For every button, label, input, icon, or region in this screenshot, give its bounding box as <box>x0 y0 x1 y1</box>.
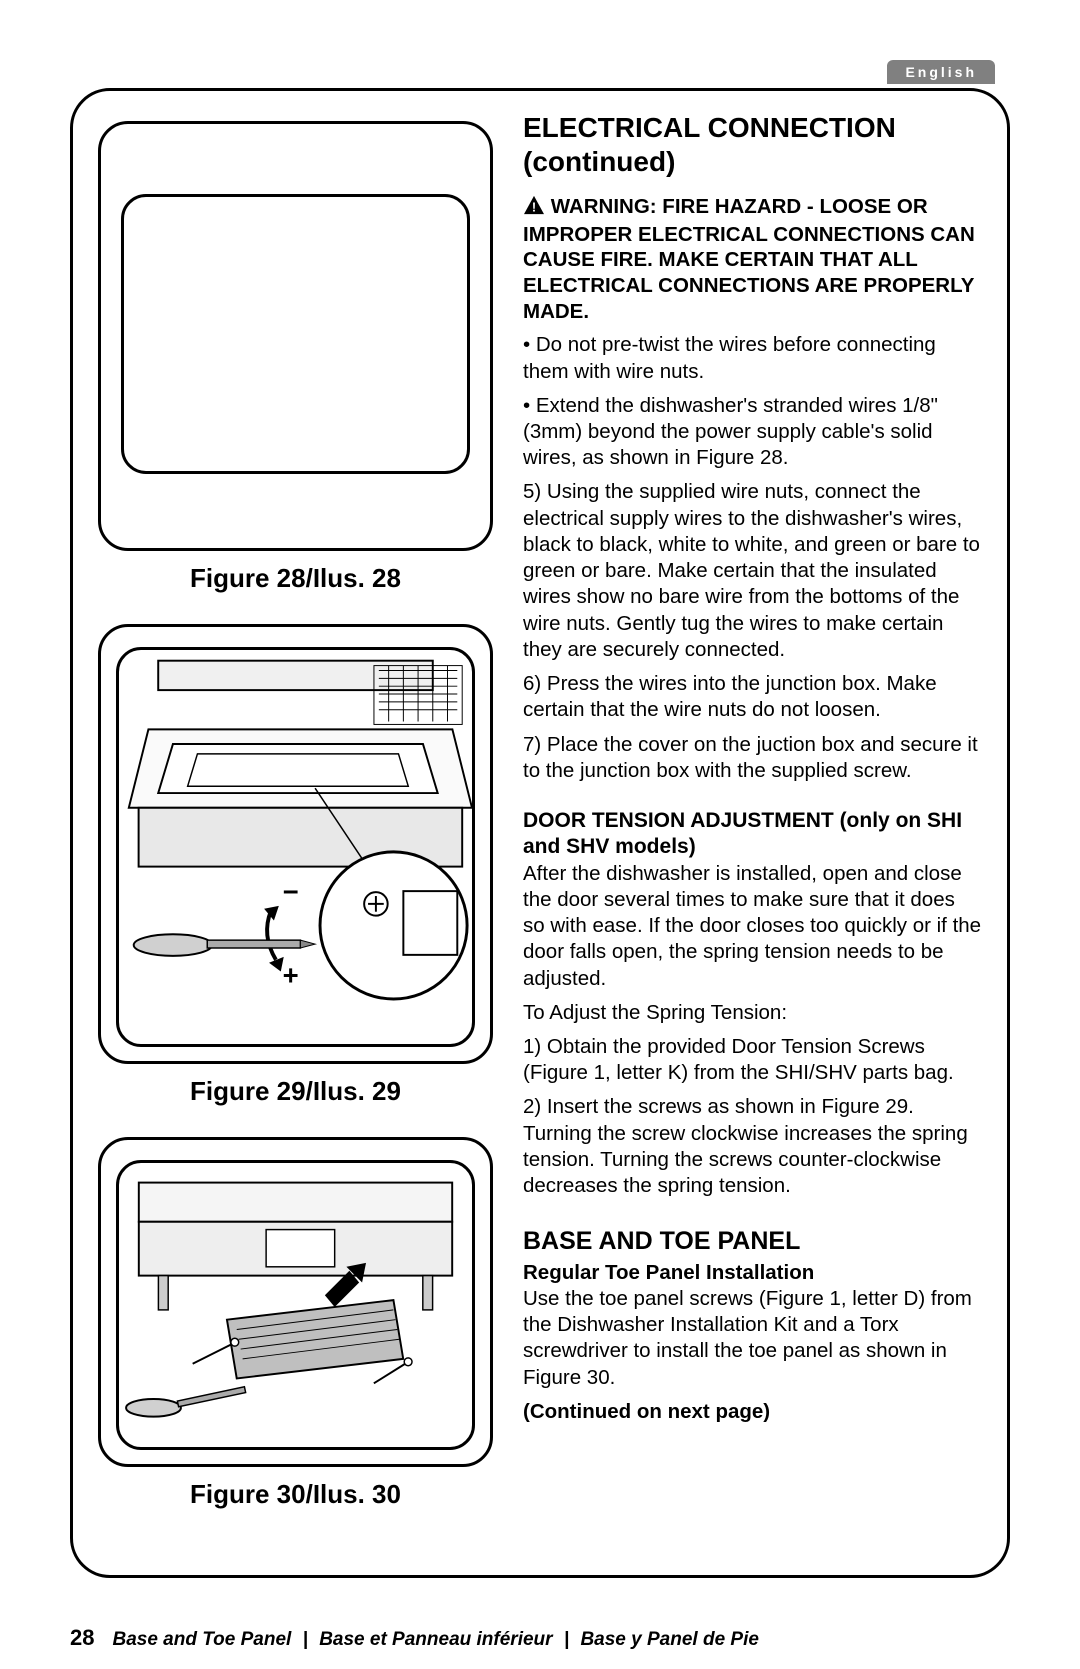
warning-text: WARNING: FIRE HAZARD - LOOSE OR IMPROPER… <box>523 195 975 323</box>
figure-30-illustration <box>116 1160 475 1450</box>
figure-30-box <box>98 1137 493 1467</box>
footer-en: Base and Toe Panel <box>112 1629 291 1650</box>
page-frame: Figure 28/Ilus. 28 <box>70 88 1010 1578</box>
continued-label: (Continued on next page) <box>523 1399 982 1425</box>
door-tension-p4: 2) Insert the screws as shown in Figure … <box>523 1094 982 1199</box>
footer-divider-2: | <box>564 1629 569 1650</box>
language-tab: English <box>887 60 995 84</box>
figure-29-illustration: − + <box>116 647 475 1047</box>
footer-fr: Base et Panneau inférieur <box>319 1629 552 1650</box>
svg-text:−: − <box>283 876 299 907</box>
figure-29-caption: Figure 29/Ilus. 29 <box>98 1076 493 1107</box>
door-tension-p1: After the dishwasher is installed, open … <box>523 861 982 992</box>
page-number: 28 <box>70 1625 94 1651</box>
step-5: 5) Using the supplied wire nuts, connect… <box>523 479 982 663</box>
footer-divider-1: | <box>303 1629 308 1650</box>
figure-30-caption: Figure 30/Ilus. 30 <box>98 1479 493 1510</box>
warning-block: ! WARNING: FIRE HAZARD - LOOSE OR IMPROP… <box>523 194 982 324</box>
text-column: ELECTRICAL CONNECTION (continued) ! WARN… <box>513 91 1007 1575</box>
section-electrical-title: ELECTRICAL CONNECTION (continued) <box>523 111 982 178</box>
bullet-2: • Extend the dishwasher's stranded wires… <box>523 393 982 472</box>
regular-toe-subheading: Regular Toe Panel Installation <box>523 1260 982 1286</box>
figure-28-caption: Figure 28/Ilus. 28 <box>98 563 493 594</box>
figure-28-box <box>98 121 493 551</box>
svg-text:+: + <box>283 959 299 990</box>
door-tension-p3: 1) Obtain the provided Door Tension Scre… <box>523 1034 982 1086</box>
svg-text:!: ! <box>532 200 536 215</box>
step-6: 6) Press the wires into the junction box… <box>523 671 982 723</box>
warning-icon: ! <box>523 195 545 222</box>
figure-28-placeholder <box>121 194 470 474</box>
base-toe-p1: Use the toe panel screws (Figure 1, lett… <box>523 1286 982 1391</box>
step-7: 7) Place the cover on the juction box an… <box>523 732 982 784</box>
door-tension-p2: To Adjust the Spring Tension: <box>523 1000 982 1026</box>
door-tension-heading: DOOR TENSION ADJUSTMENT (only on SHI and… <box>523 808 982 861</box>
page-footer: 28 Base and Toe Panel | Base et Panneau … <box>70 1625 1010 1651</box>
bullet-1: • Do not pre-twist the wires before conn… <box>523 332 982 384</box>
footer-es: Base y Panel de Pie <box>580 1629 759 1650</box>
figures-column: Figure 28/Ilus. 28 <box>73 91 513 1575</box>
manual-page: English Figure 28/Ilus. 28 <box>0 0 1080 1669</box>
figure-29-box: − + <box>98 624 493 1064</box>
base-toe-title: BASE AND TOE PANEL <box>523 1227 982 1256</box>
